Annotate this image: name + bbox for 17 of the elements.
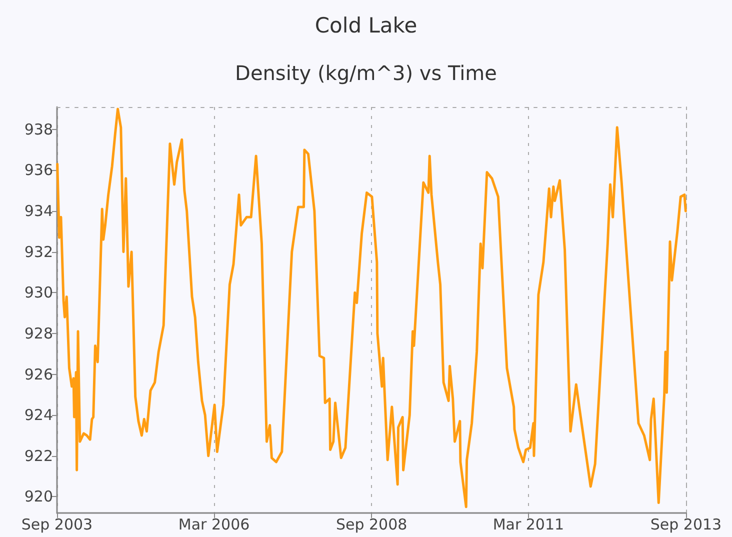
y-tick-label: 928 [24,324,53,342]
y-tick-label: 926 [24,365,53,384]
y-tick-label: 920 [24,488,53,506]
x-tick-label: Sep 2003 [21,516,93,534]
x-tick-label: Sep 2013 [650,516,722,534]
y-tick-label: 936 [24,161,53,180]
x-tick-label: Mar 2006 [178,516,250,534]
x-tick-label: Mar 2011 [492,516,564,534]
y-tick-label: 924 [24,406,53,424]
x-tick-label: Sep 2008 [336,516,408,534]
y-tick-label: 932 [24,242,53,261]
y-tick-label: 938 [24,120,53,138]
chart-subtitle: Density (kg/m^3) vs Time [235,61,497,85]
chart-title: Cold Lake [314,14,418,38]
y-tick-label: 930 [24,284,53,302]
y-tick-label: 922 [24,446,53,465]
y-tick-label: 934 [24,202,53,220]
